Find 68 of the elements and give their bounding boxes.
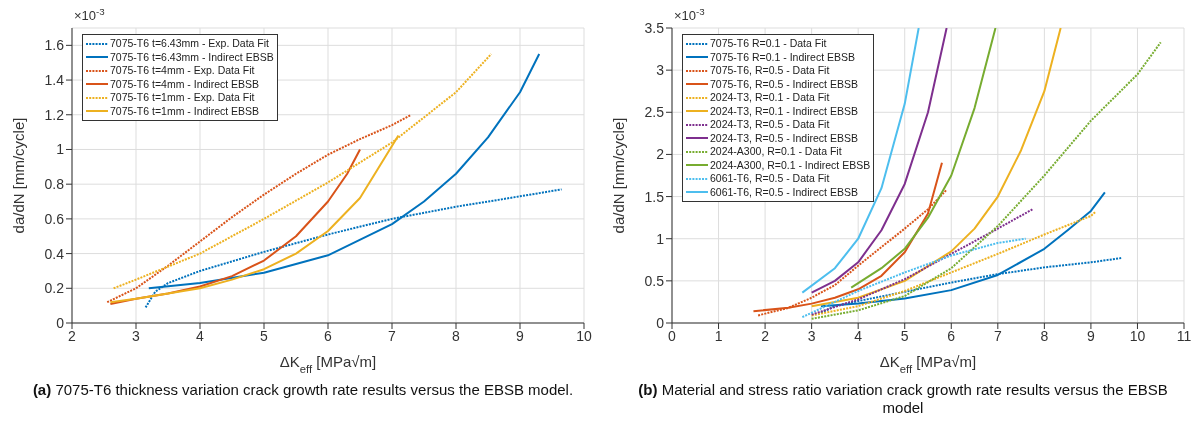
x-tick-label: 6 (947, 327, 956, 344)
line-series (801, 237, 1027, 319)
legend-label: 6061-T6, R=0.5 - Data Fit (710, 172, 830, 186)
y-tick-label: 1 (656, 230, 665, 247)
y-tick-label: 0.4 (44, 245, 65, 262)
x-tick-label: 8 (452, 327, 461, 344)
y-tick-label: 1.6 (44, 37, 65, 54)
text: ×10$^{-3}$ (74, 5, 105, 23)
legend-label: 7075-T6 R=0.1 - Data Fit (710, 37, 827, 51)
legend-label: 6061-T6, R=0.5 - Indirect EBSB (710, 185, 858, 199)
x-tick-label: 7 (388, 327, 397, 344)
x-tick-label: 5 (260, 327, 269, 344)
legend-label: 7075-T6 t=1mm - Exp. Data Fit (110, 91, 255, 105)
x-tick-label: 9 (516, 327, 525, 344)
y-tick-label: 1.2 (44, 106, 65, 123)
line-series (106, 113, 413, 304)
x-tick-label: 3 (132, 327, 141, 344)
line-series (810, 210, 1097, 317)
y-tick-label: 0.5 (644, 272, 665, 289)
y-axis-title: da/dN [mm/cycle] (610, 117, 627, 234)
x-tick-label: 10 (576, 327, 592, 344)
legend-label: 2024-T3, R=0.1 - Data Fit (710, 91, 830, 105)
legend-label: 2024-A300, R=0.1 - Data Fit (710, 145, 842, 159)
x-tick-label: 2 (68, 327, 77, 344)
x-tick-label: 5 (900, 327, 909, 344)
legend-label: 7075-T6 R=0.1 - Indirect EBSB (710, 50, 856, 64)
x-tick-label: 4 (854, 327, 863, 344)
x-tick-label: 0 (668, 327, 677, 344)
x-tick-label: 4 (196, 327, 205, 344)
y-tick-label: 2 (656, 146, 665, 163)
legend-label: 2024-T3, R=0.5 - Indirect EBSB (710, 131, 858, 145)
legend-label: 2024-A300, R=0.1 - Indirect EBSB (710, 158, 871, 172)
y-tick-label: 3.5 (644, 19, 665, 36)
x-tick-label: 6 (324, 327, 333, 344)
y-tick-label: 0.2 (44, 280, 65, 297)
x-tick-label: 10 (1129, 327, 1146, 344)
legend-label: 7075-T6 t=1mm - Indirect EBSB (110, 104, 260, 118)
legend-label: 2024-T3, R=0.1 - Indirect EBSB (710, 104, 858, 118)
y-tick-label: 3 (656, 62, 665, 79)
x-axis-title: ΔK$_{eff}$ [MPa√m] (279, 353, 377, 375)
legend-label: 7075-T6, R=0.5 - Data Fit (710, 64, 830, 78)
y-tick-label: 1.4 (44, 72, 65, 89)
x-tick-label: 1 (714, 327, 723, 344)
legend-label: 7075-T6 t=4mm - Exp. Data Fit (110, 64, 255, 78)
x-tick-label: 8 (1040, 327, 1049, 344)
y-tick-label: 1 (56, 141, 65, 158)
x-axis-title: ΔK$_{eff}$ [MPa√m] (879, 353, 977, 375)
text: ×10$^{-3}$ (674, 5, 705, 23)
x-tick-label: 11 (1176, 327, 1192, 344)
legend-label: 7075-T6, R=0.5 - Indirect EBSB (710, 77, 858, 91)
y-tick-label: 1.5 (644, 188, 665, 205)
legend-label: 7075-T6 t=6.43mm - Indirect EBSB (110, 50, 274, 64)
text: (b) Material and stress ratio variation crack growth rate results versus the EBSB model (638, 381, 1168, 416)
x-tick-label: 7 (993, 327, 1002, 344)
x-tick-label: 9 (1087, 327, 1096, 344)
x-tick-label: 2 (761, 327, 770, 344)
x-tick-label: 3 (807, 327, 816, 344)
line-series (810, 208, 1034, 316)
y-tick-label: 0 (656, 314, 665, 331)
y-axis-title: da/dN [mm/cycle] (10, 117, 27, 234)
legend-label: 2024-T3, R=0.5 - Data Fit (710, 118, 830, 132)
y-tick-label: 2.5 (644, 104, 665, 121)
y-tick-label: 0 (56, 314, 65, 331)
legend-label: 7075-T6 t=6.43mm - Exp. Data Fit (110, 37, 270, 51)
legend-label: 7075-T6 t=4mm - Indirect EBSB (110, 77, 260, 91)
y-tick-label: 0.8 (44, 176, 65, 193)
y-tick-label: 0.6 (44, 210, 65, 227)
text: (a) 7075-T6 thickness variation crack growth rate results versus the EBSB model. (32, 381, 574, 398)
